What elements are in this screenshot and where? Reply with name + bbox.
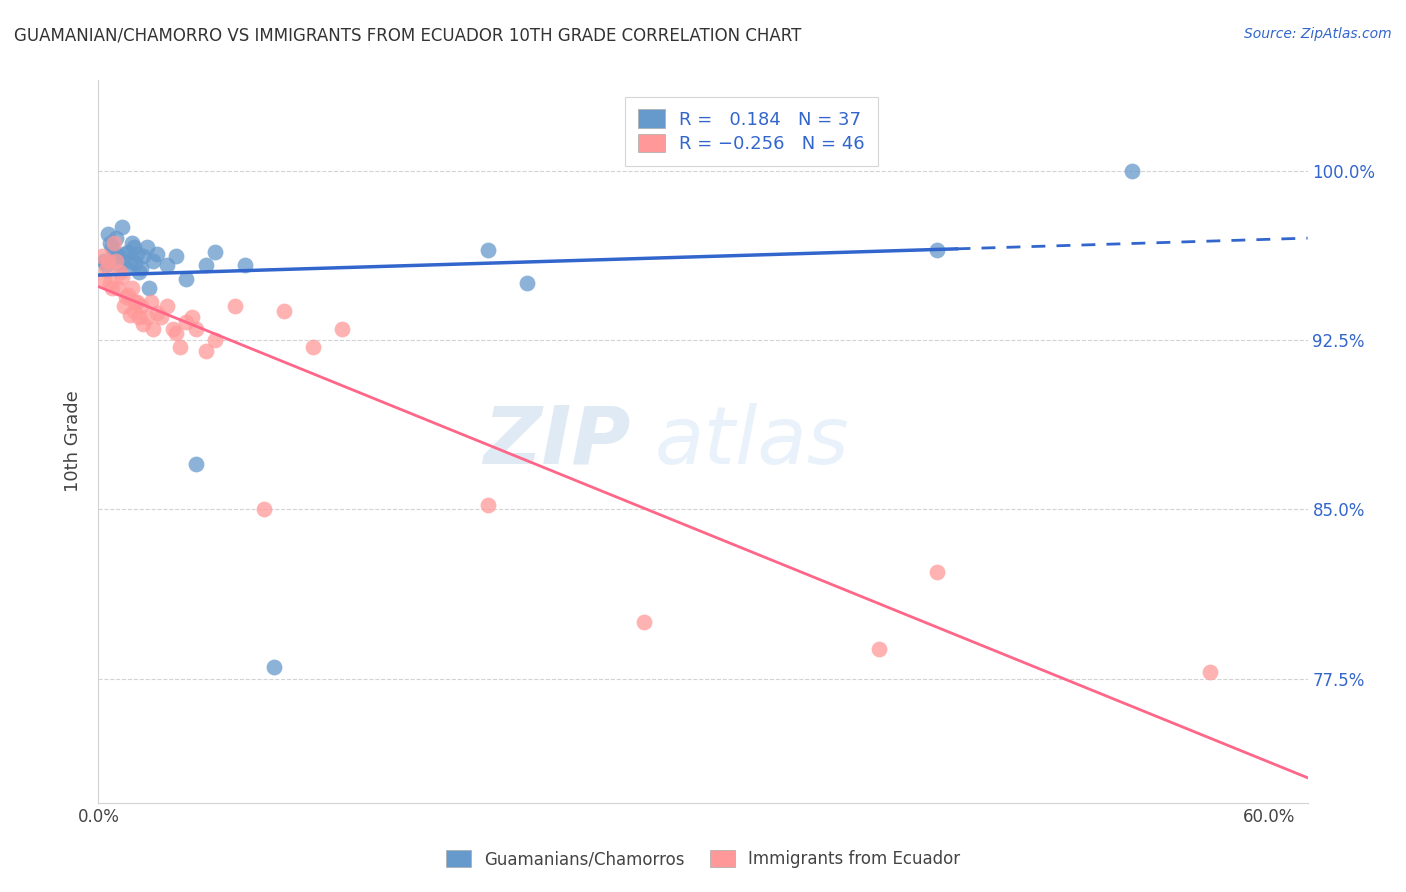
Point (633, 615, 655, 629)
Point (273, 303, 295, 318)
Point (101, 281, 124, 295)
Point (93, 272, 115, 286)
Point (925, 566, 948, 580)
Point (111, 220, 134, 235)
Point (156, 259, 179, 273)
Point (97, 227, 120, 241)
Point (165, 326, 187, 340)
Point (91, 249, 114, 263)
Point (131, 299, 153, 313)
Text: GUAMANIAN/CHAMORRO VS IMMIGRANTS FROM ECUADOR 10TH GRADE CORRELATION CHART: GUAMANIAN/CHAMORRO VS IMMIGRANTS FROM EC… (14, 27, 801, 45)
Point (146, 247, 169, 261)
Point (184, 457, 207, 471)
Point (103, 235, 125, 250)
Point (330, 321, 353, 335)
Point (127, 294, 149, 309)
Point (96, 259, 118, 273)
Point (97, 253, 120, 268)
Point (121, 281, 143, 295)
Point (117, 287, 139, 301)
Point (194, 344, 217, 359)
Legend: Guamanians/Chamorros, Immigrants from Ecuador: Guamanians/Chamorros, Immigrants from Ec… (439, 843, 967, 875)
Point (194, 259, 217, 273)
Point (1199, 665, 1222, 679)
Text: atlas: atlas (655, 402, 849, 481)
Point (204, 333, 226, 347)
Point (174, 272, 197, 286)
Point (516, 277, 538, 291)
Point (128, 265, 150, 279)
Point (142, 253, 165, 268)
Point (122, 240, 145, 254)
Point (118, 253, 141, 268)
Point (132, 317, 155, 331)
Point (142, 321, 165, 335)
Point (204, 244, 226, 259)
Point (101, 240, 124, 254)
Point (302, 340, 325, 354)
Y-axis label: 10th Grade: 10th Grade (65, 391, 83, 492)
Point (1121, 163, 1143, 178)
Point (104, 253, 127, 268)
Point (96, 263, 118, 277)
Point (98, 235, 121, 250)
Point (112, 247, 135, 261)
Point (111, 269, 134, 284)
Point (263, 660, 285, 674)
Point (477, 498, 499, 512)
Point (156, 299, 179, 313)
Point (103, 244, 125, 259)
Point (184, 321, 207, 335)
Point (233, 259, 256, 273)
Point (98, 277, 121, 291)
Point (253, 502, 276, 516)
Point (136, 240, 159, 254)
Point (146, 306, 169, 320)
Point (118, 308, 141, 322)
Point (112, 299, 135, 313)
Point (138, 281, 160, 295)
Point (108, 265, 131, 279)
Point (104, 231, 127, 245)
Text: ZIP: ZIP (484, 402, 630, 481)
Point (117, 244, 139, 259)
Point (149, 310, 172, 325)
Point (93, 253, 115, 268)
Point (925, 243, 948, 257)
Point (477, 243, 499, 257)
Point (174, 315, 197, 329)
Text: Source: ZipAtlas.com: Source: ZipAtlas.com (1244, 27, 1392, 41)
Point (139, 294, 162, 309)
Legend: R =   0.184   N = 37, R = −0.256   N = 46: R = 0.184 N = 37, R = −0.256 N = 46 (626, 96, 877, 166)
Point (132, 249, 155, 263)
Point (124, 256, 146, 270)
Point (114, 260, 136, 275)
Point (121, 235, 143, 250)
Point (124, 294, 146, 309)
Point (107, 281, 129, 295)
Point (107, 249, 129, 263)
Point (165, 249, 187, 263)
Point (169, 340, 191, 354)
Point (131, 260, 153, 275)
Point (127, 247, 149, 261)
Point (128, 310, 150, 325)
Point (181, 310, 204, 325)
Point (122, 303, 145, 318)
Point (224, 299, 246, 313)
Point (114, 290, 136, 304)
Point (136, 310, 159, 325)
Point (162, 321, 184, 335)
Point (108, 259, 131, 273)
Point (868, 642, 890, 657)
